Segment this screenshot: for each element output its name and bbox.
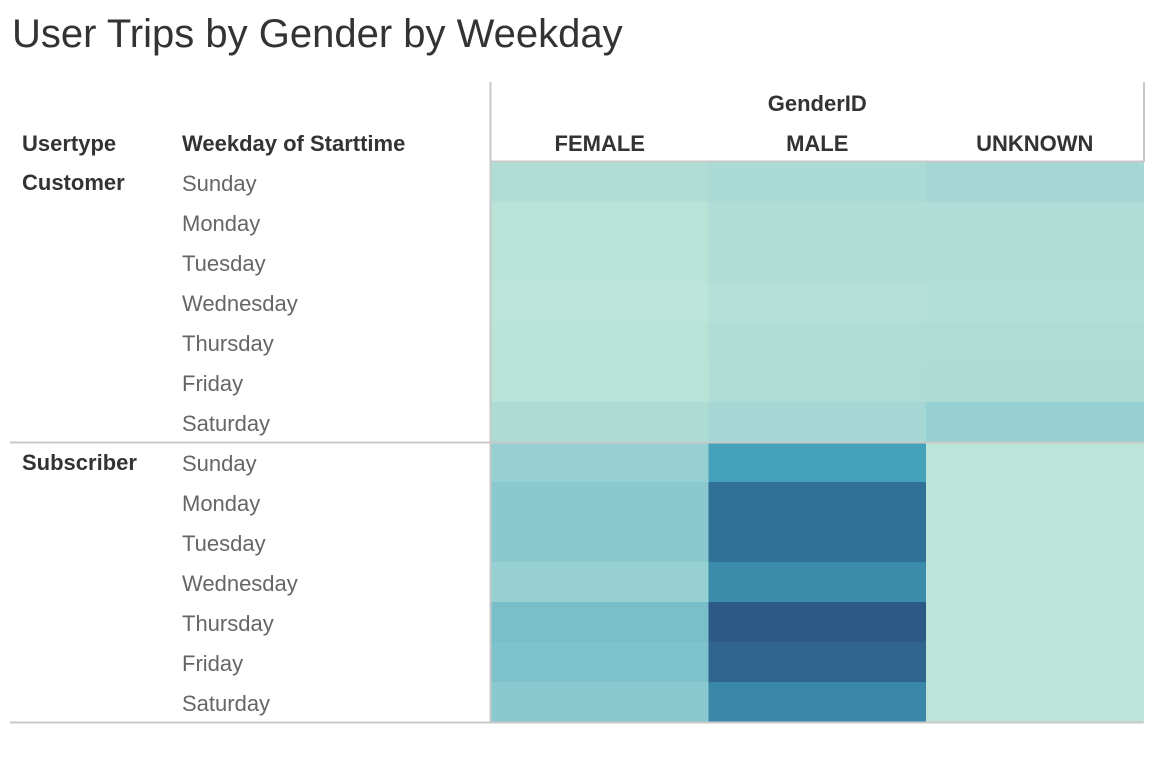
weekday-label-sunday: Sunday <box>182 451 257 476</box>
row-header-usertype: Usertype <box>22 131 116 156</box>
heatmap-cell-customer-sunday-male <box>708 162 927 203</box>
usertype-label-customer: Customer <box>22 170 125 195</box>
heatmap-cell-customer-thursday-unknown <box>926 322 1144 363</box>
heatmap-cell-subscriber-friday-unknown <box>926 642 1144 683</box>
heatmap-cell-customer-wednesday-female <box>491 282 709 323</box>
heatmap-cell-customer-sunday-female <box>491 162 709 203</box>
heatmap-cell-customer-monday-female <box>491 202 709 243</box>
weekday-label-monday: Monday <box>182 491 260 516</box>
heatmap-cell-subscriber-friday-male <box>708 642 927 683</box>
column-header-unknown: UNKNOWN <box>976 131 1093 156</box>
heatmap-cell-customer-tuesday-female <box>491 242 709 283</box>
weekday-label-monday: Monday <box>182 211 260 236</box>
heatmap-cell-subscriber-wednesday-female <box>491 562 709 603</box>
heatmap-cell-subscriber-sunday-female <box>491 442 709 483</box>
header-group: Usertype Weekday of Starttime GenderID F… <box>22 91 1093 156</box>
heatmap-cell-subscriber-friday-female <box>491 642 709 683</box>
heatmap-cell-subscriber-tuesday-female <box>491 522 709 563</box>
weekday-label-wednesday: Wednesday <box>182 291 298 316</box>
heatmap-cells <box>491 162 1144 723</box>
heatmap-cell-customer-saturday-male <box>708 402 927 443</box>
heatmap-cell-customer-monday-male <box>708 202 927 243</box>
weekday-label-thursday: Thursday <box>182 331 274 356</box>
heatmap-cell-subscriber-saturday-unknown <box>926 682 1144 723</box>
heatmap-cell-customer-saturday-unknown <box>926 402 1144 443</box>
weekday-label-tuesday: Tuesday <box>182 531 266 556</box>
heatmap-cell-subscriber-sunday-male <box>708 442 927 483</box>
weekday-label-sunday: Sunday <box>182 171 257 196</box>
weekday-label-tuesday: Tuesday <box>182 251 266 276</box>
heatmap-cell-subscriber-tuesday-male <box>708 522 927 563</box>
heatmap-cell-subscriber-tuesday-unknown <box>926 522 1144 563</box>
weekday-label-saturday: Saturday <box>182 691 270 716</box>
heatmap-cell-subscriber-sunday-unknown <box>926 442 1144 483</box>
heatmap-cell-customer-monday-unknown <box>926 202 1144 243</box>
heatmap-cell-subscriber-thursday-unknown <box>926 602 1144 643</box>
heatmap-cell-customer-tuesday-unknown <box>926 242 1144 283</box>
heatmap-cell-subscriber-monday-female <box>491 482 709 523</box>
column-header-male: MALE <box>786 131 848 156</box>
heatmap-cell-customer-friday-unknown <box>926 362 1144 403</box>
heatmap-cell-subscriber-thursday-female <box>491 602 709 643</box>
row-header-weekday: Weekday of Starttime <box>182 131 405 156</box>
weekday-label-thursday: Thursday <box>182 611 274 636</box>
column-header-female: FEMALE <box>555 131 645 156</box>
usertype-label-subscriber: Subscriber <box>22 450 137 475</box>
heatmap-cell-subscriber-wednesday-male <box>708 562 927 603</box>
heatmap-cell-customer-wednesday-male <box>708 282 927 323</box>
weekday-label-saturday: Saturday <box>182 411 270 436</box>
heatmap-cell-customer-thursday-female <box>491 322 709 363</box>
heatmap-cell-subscriber-saturday-male <box>708 682 927 723</box>
heatmap-cell-customer-tuesday-male <box>708 242 927 283</box>
heatmap-cell-subscriber-saturday-female <box>491 682 709 723</box>
grid-lines <box>10 82 1145 724</box>
weekday-label-friday: Friday <box>182 371 243 396</box>
heatmap-cell-customer-friday-female <box>491 362 709 403</box>
heatmap-cell-customer-friday-male <box>708 362 927 403</box>
heatmap-cell-subscriber-wednesday-unknown <box>926 562 1144 603</box>
heatmap-cell-customer-saturday-female <box>491 402 709 443</box>
heatmap-cell-customer-wednesday-unknown <box>926 282 1144 323</box>
heatmap-cell-subscriber-thursday-male <box>708 602 927 643</box>
weekday-label-friday: Friday <box>182 651 243 676</box>
column-group-label: GenderID <box>768 91 867 116</box>
heatmap-cell-customer-sunday-unknown <box>926 162 1144 203</box>
weekday-label-wednesday: Wednesday <box>182 571 298 596</box>
chart-title: User Trips by Gender by Weekday <box>12 12 623 56</box>
heatmap-cell-customer-thursday-male <box>708 322 927 363</box>
row-labels: Customer Sunday Monday Tuesday Wednesday Thur… <box>22 170 298 716</box>
heatmap-cell-subscriber-monday-unknown <box>926 482 1144 523</box>
heatmap-cell-subscriber-monday-male <box>708 482 927 523</box>
